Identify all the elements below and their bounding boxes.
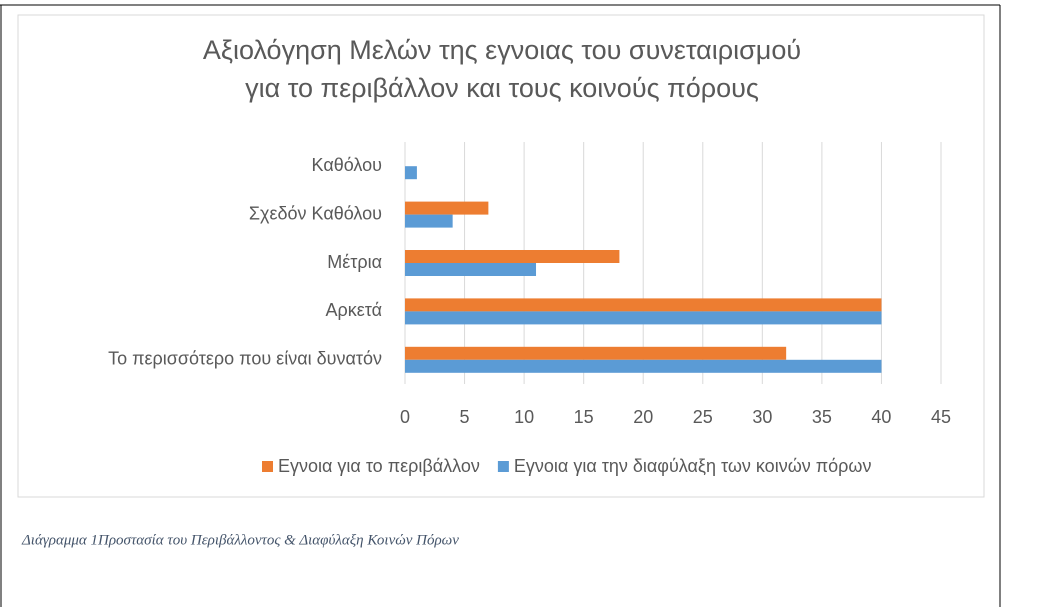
x-tick-label: 20: [633, 407, 653, 427]
bar: [405, 201, 489, 215]
x-tick-label: 0: [400, 407, 410, 427]
bar: [405, 359, 882, 373]
bar: [405, 346, 787, 360]
bar: [405, 214, 453, 228]
x-tick-label: 35: [812, 407, 832, 427]
bar: [405, 298, 882, 312]
y-tick-label: Σχεδόν Καθόλου: [249, 203, 382, 223]
y-tick-label: Αρκετά: [325, 300, 382, 320]
x-tick-label: 30: [752, 407, 772, 427]
bar: [405, 311, 882, 325]
y-tick-label: Καθόλου: [312, 155, 382, 175]
chart-title-line: Αξιολόγηση Μελών της εγνοιας του συνεται…: [203, 35, 801, 65]
chart-title-line: για το περιβάλλον και τους κοινούς πόρου…: [245, 73, 759, 103]
x-tick-label: 45: [931, 407, 951, 427]
legend-label: Εγνοια για το περιβάλλον: [278, 456, 480, 476]
bar: [405, 166, 417, 180]
caption: Διάγραμμα 1Προστασία του Περιβάλλοντος &…: [21, 532, 459, 548]
legend-swatch: [262, 461, 273, 472]
legend-swatch: [497, 461, 509, 472]
y-tick-label: Το περισσότερο που είναι δυνατόν: [108, 349, 382, 369]
bar: [405, 250, 620, 263]
bar: [405, 263, 537, 276]
y-tick-label: Μέτρια: [327, 252, 382, 272]
x-tick-label: 10: [514, 407, 534, 427]
legend-label: Εγνοια για την διαφύλαξη των κοινών πόρω…: [514, 456, 872, 476]
x-tick-label: 25: [693, 407, 713, 427]
x-tick-label: 5: [460, 407, 470, 427]
x-tick-label: 15: [574, 407, 594, 427]
x-tick-label: 40: [871, 407, 891, 427]
